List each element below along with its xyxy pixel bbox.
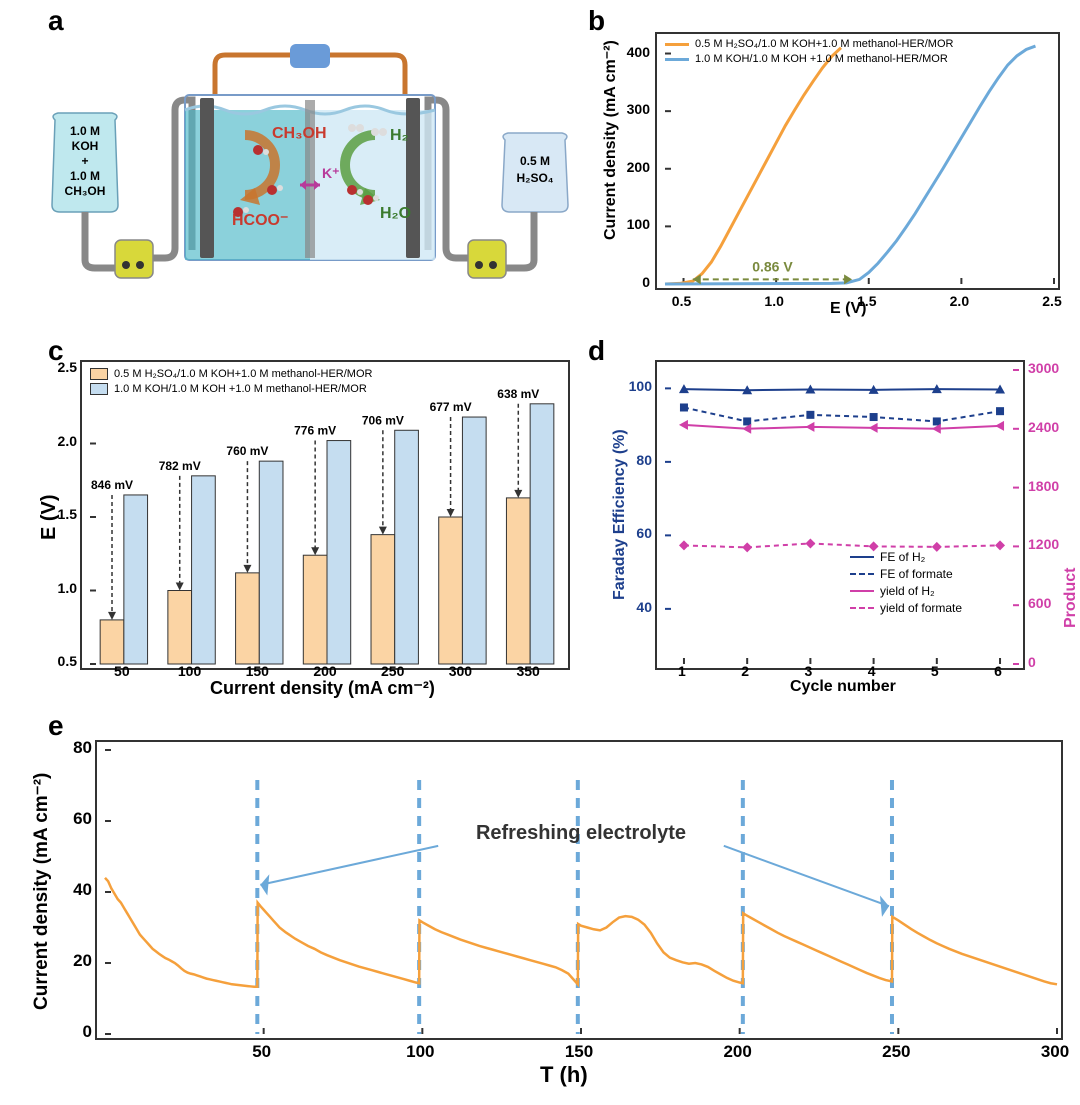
panel-d <box>655 360 1025 670</box>
magenta-solid-icon <box>850 590 874 592</box>
panel-label-d: d <box>588 335 605 367</box>
panel-e: Refreshing electrolyte <box>95 740 1063 1040</box>
panel-b-legend-1-label: 1.0 M KOH/1.0 M KOH +1.0 M methanol-HER/… <box>695 53 948 65</box>
panel-label-b: b <box>588 5 605 37</box>
panel-b-ylabel: Current density (mA cm⁻²) <box>600 40 620 240</box>
panel-d-legend-1: FE of formate <box>850 567 962 581</box>
pale-orange-swatch-icon <box>90 368 108 380</box>
pale-blue-swatch-icon <box>90 383 108 395</box>
panel-c-legend-1: 1.0 M KOH/1.0 M KOH +1.0 M methanol-HER/… <box>90 383 372 395</box>
panel-d-legend-0: FE of H₂ <box>850 550 962 564</box>
svg-text:677 mV: 677 mV <box>430 400 472 414</box>
panel-e-xlabel: T (h) <box>540 1062 588 1088</box>
left-bag-line5: CH₃OH <box>65 184 106 198</box>
panel-b-legend-1: 1.0 M KOH/1.0 M KOH +1.0 M methanol-HER/… <box>665 53 953 65</box>
panel-c-legend-1-label: 1.0 M KOH/1.0 M KOH +1.0 M methanol-HER/… <box>114 383 367 395</box>
panel-d-legend-2: yield of H₂ <box>850 584 962 598</box>
navy-solid-icon <box>850 556 874 558</box>
right-bag-line2: H₂SO₄ <box>516 171 553 185</box>
h2o-label: H₂O <box>380 205 411 222</box>
panel-a: 1.0 M KOH + 1.0 M CH₃OH 0.5 M H₂SO₄ <box>40 40 580 330</box>
svg-text:782 mV: 782 mV <box>159 459 201 473</box>
panel-c: 846 mV 782 mV 760 mV 776 mV 706 mV 677 mV 638 … <box>80 360 570 670</box>
k-label: K⁺ <box>322 165 340 181</box>
left-bag-line3: + <box>81 154 88 168</box>
ch3oh-label: CH₃OH <box>272 125 327 142</box>
panel-b-legend-0-label: 0.5 M H₂SO₄/1.0 M KOH+1.0 M methanol-HER… <box>695 38 953 50</box>
panel-d-xlabel: Cycle number <box>790 678 896 696</box>
left-bag-line2: KOH <box>72 139 99 153</box>
panel-b: 0.51.01.52.02.501002003004000.86 V <box>655 32 1060 290</box>
right-bag-line1: 0.5 M <box>520 154 550 168</box>
panel-c-legend-0-label: 0.5 M H₂SO₄/1.0 M KOH+1.0 M methanol-HER… <box>114 368 372 380</box>
panel-c-legend-0: 0.5 M H₂SO₄/1.0 M KOH+1.0 M methanol-HER… <box>90 368 372 380</box>
panel-c-xlabel: Current density (mA cm⁻²) <box>210 678 435 699</box>
left-bag-line1: 1.0 M <box>70 124 100 138</box>
panel-d-legend-3: yield of formate <box>850 601 962 615</box>
svg-text:776 mV: 776 mV <box>294 424 336 438</box>
panel-label-a: a <box>48 5 64 37</box>
magenta-dashed-icon <box>850 607 874 609</box>
panel-d-ylabel-right: Product yield (μmol h⁻¹ cm⁻²) <box>1062 568 1080 628</box>
svg-text:846 mV: 846 mV <box>91 478 133 492</box>
left-bag-line4: 1.0 M <box>70 169 100 183</box>
h2-label: H₂ <box>390 127 409 144</box>
svg-text:0.86 V: 0.86 V <box>752 258 793 274</box>
navy-dashed-icon <box>850 573 874 575</box>
panel-b-legend-0: 0.5 M H₂SO₄/1.0 M KOH+1.0 M methanol-HER… <box>665 38 953 50</box>
svg-text:760 mV: 760 mV <box>226 444 268 458</box>
blue-line-icon <box>665 58 689 61</box>
svg-text:706 mV: 706 mV <box>362 413 404 427</box>
svg-text:Refreshing electrolyte: Refreshing electrolyte <box>476 822 686 844</box>
orange-line-icon <box>665 43 689 46</box>
svg-text:638 mV: 638 mV <box>497 387 539 401</box>
